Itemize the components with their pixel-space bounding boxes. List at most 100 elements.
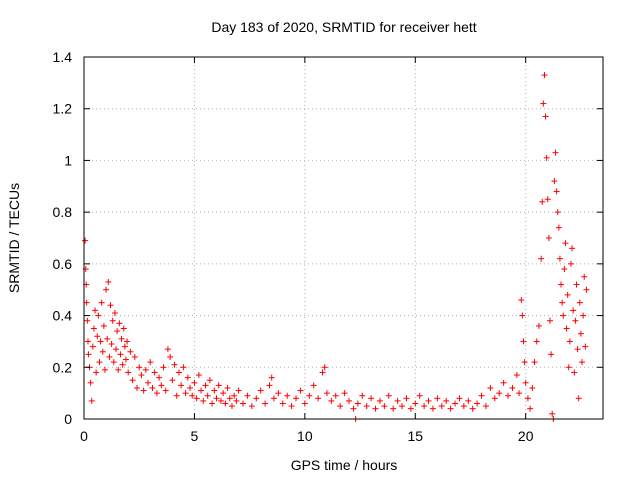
data-point <box>248 403 255 410</box>
y-tick-label: 0.4 <box>53 308 73 324</box>
data-point <box>83 299 90 306</box>
data-point <box>189 392 196 399</box>
data-point <box>275 390 282 397</box>
data-point <box>518 297 525 304</box>
y-tick-label: 0.8 <box>53 204 73 220</box>
data-point <box>315 395 322 402</box>
data-point <box>193 395 200 402</box>
data-point <box>115 366 122 373</box>
data-point <box>129 377 136 384</box>
data-point <box>206 377 213 384</box>
data-point <box>110 359 117 366</box>
y-tick-label: 0.2 <box>53 359 73 375</box>
data-point <box>552 149 559 156</box>
data-point <box>202 382 209 389</box>
data-point <box>270 395 277 402</box>
data-point <box>138 372 145 379</box>
data-point <box>211 387 218 394</box>
data-point <box>158 382 165 389</box>
data-point <box>100 322 107 329</box>
data-point <box>513 372 520 379</box>
data-point <box>561 266 568 273</box>
data-point <box>231 392 238 399</box>
data-point <box>142 366 149 373</box>
data-point <box>576 299 583 306</box>
data-point <box>297 387 304 394</box>
data-point <box>310 382 317 389</box>
data-point <box>570 307 577 314</box>
data-point <box>535 322 542 329</box>
data-point <box>456 395 463 402</box>
data-point <box>124 338 131 345</box>
data-point <box>509 384 516 391</box>
data-point <box>563 325 570 332</box>
data-point <box>328 397 335 404</box>
data-point <box>474 400 481 407</box>
data-point <box>571 369 578 376</box>
y-tick-label: 1.4 <box>53 49 73 65</box>
data-point <box>147 359 154 366</box>
data-point <box>354 400 361 407</box>
data-point <box>521 359 528 366</box>
data-point <box>114 328 121 335</box>
data-point <box>204 392 211 399</box>
data-point <box>337 403 344 410</box>
data-point <box>95 312 102 319</box>
data-point <box>167 353 174 360</box>
data-point <box>580 312 587 319</box>
data-point <box>105 278 112 285</box>
data-point <box>539 198 546 205</box>
data-point <box>452 400 459 407</box>
data-point <box>505 392 512 399</box>
data-point <box>149 384 156 391</box>
data-point <box>554 209 561 216</box>
data-point <box>460 403 467 410</box>
data-point <box>496 390 503 397</box>
data-point <box>567 260 574 267</box>
data-point <box>279 400 286 407</box>
data-point <box>140 387 147 394</box>
data-point <box>323 390 330 397</box>
data-point <box>222 400 229 407</box>
data-point <box>566 338 573 345</box>
data-point <box>173 392 180 399</box>
data-point <box>171 361 178 368</box>
x-axis-label: GPS time / hours <box>291 457 398 473</box>
data-point <box>542 113 549 120</box>
data-point <box>359 392 366 399</box>
data-point <box>581 273 588 280</box>
data-point <box>117 351 124 358</box>
data-point <box>562 240 569 247</box>
data-point <box>98 299 105 306</box>
axis-ticks: 0 5 10 15 20 0 0.2 0.4 0.6 0.8 1 1.2 1.4 <box>53 49 603 444</box>
data-point <box>376 397 383 404</box>
data-point <box>549 410 556 417</box>
data-points <box>82 72 590 422</box>
data-point <box>572 317 579 324</box>
data-point <box>116 320 123 327</box>
data-point <box>469 405 476 412</box>
data-point <box>288 403 295 410</box>
data-point <box>109 317 116 324</box>
data-point <box>556 255 563 262</box>
data-point <box>220 390 227 397</box>
data-point <box>82 237 89 244</box>
data-point <box>284 392 291 399</box>
x-tick-label: 10 <box>297 428 313 444</box>
data-point <box>350 405 357 412</box>
data-point <box>134 384 141 391</box>
x-tick-label: 20 <box>518 428 534 444</box>
data-point <box>97 338 104 345</box>
data-point <box>90 325 97 332</box>
data-point <box>438 403 445 410</box>
data-point <box>447 405 454 412</box>
data-point <box>107 302 114 309</box>
data-point <box>516 390 523 397</box>
data-point <box>240 400 247 407</box>
data-point <box>381 403 388 410</box>
data-point <box>573 281 580 288</box>
x-tick-label: 0 <box>80 428 88 444</box>
data-point <box>520 338 527 345</box>
data-point <box>575 395 582 402</box>
